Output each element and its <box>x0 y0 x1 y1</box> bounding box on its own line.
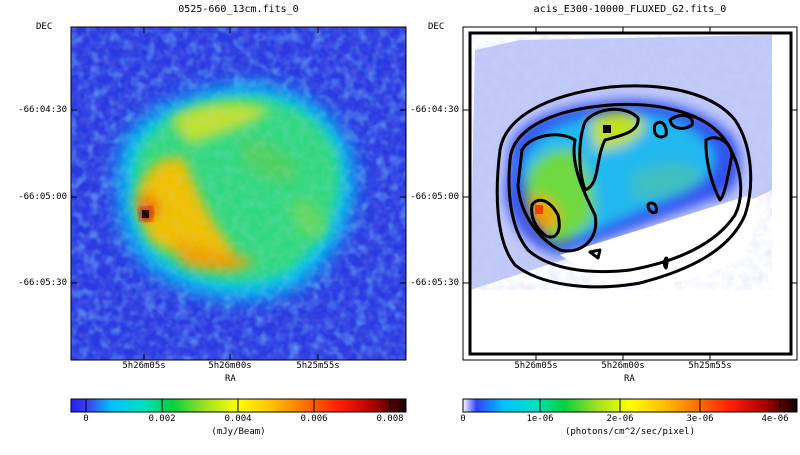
left-axis-ticks <box>71 27 406 360</box>
right-ra-label: RA <box>624 374 635 384</box>
right-colorbar-tick-label: 0 <box>460 414 466 424</box>
right-axis-ticks <box>463 27 797 360</box>
right-dec-tick: -66:04:30 <box>410 105 459 115</box>
right-colorbar <box>463 399 797 412</box>
right-colorbar-tick-label: 1e-06 <box>526 414 554 424</box>
left-dec-tick: -66:04:30 <box>18 105 67 115</box>
left-plot-frame <box>70 26 407 361</box>
right-ra-tick: 5h26m00s <box>601 361 645 371</box>
left-ra-tick: 5h26m05s <box>122 361 166 371</box>
left-colorbar-ticks <box>85 399 391 412</box>
left-colorbar-tick-label: 0.008 <box>376 414 404 424</box>
radio-image <box>71 27 406 360</box>
right-ra-tick: 5h26m05s <box>514 361 558 371</box>
left-ra-tick: 5h26m00s <box>208 361 252 371</box>
left-dec-tick: -66:05:30 <box>18 278 67 288</box>
right-panel-title: acis_E300-10000_FLUXED_G2.fits_0 <box>533 4 727 15</box>
left-panel-title: 0525-660_13cm.fits_0 <box>178 4 299 15</box>
left-colorbar-tick-label: 0 <box>83 414 89 424</box>
right-dec-label: DEC <box>428 22 445 32</box>
left-colorbar-tick-label: 0.002 <box>148 414 176 424</box>
left-ra-tick: 5h25m55s <box>296 361 340 371</box>
contours <box>495 84 753 289</box>
right-dec-tick: -66:05:00 <box>410 192 459 202</box>
left-dec-label: DEC <box>36 22 53 32</box>
right-ra-tick: 5h25m55s <box>688 361 732 371</box>
right-inner-frame <box>468 31 793 356</box>
right-dec-tick: -66:05:30 <box>410 278 459 288</box>
right-colorbar-tick-label: 3e-06 <box>686 414 714 424</box>
left-colorbar-units: (mJy/Beam) <box>211 427 266 437</box>
left-colorbar-tick-label: 0.006 <box>300 414 328 424</box>
right-colorbar-units: (photons/cm^2/sec/pixel) <box>564 427 696 437</box>
xray-image <box>463 27 797 360</box>
right-colorbar-tick-label: 4e-06 <box>761 414 789 424</box>
left-ra-label: RA <box>225 374 236 384</box>
right-plot-frame <box>462 26 798 361</box>
right-colorbar-tick-label: 2e-06 <box>606 414 634 424</box>
left-colorbar-tick-label: 0.004 <box>224 414 252 424</box>
right-colorbar-ticks <box>539 399 781 412</box>
left-dec-tick: -66:05:00 <box>18 192 67 202</box>
